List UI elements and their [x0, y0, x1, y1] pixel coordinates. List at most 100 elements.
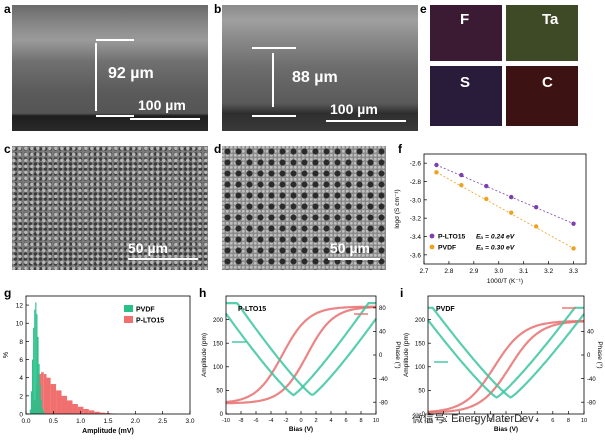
g-y-tick-label: 6: [19, 357, 23, 364]
g-bar-plto15: [61, 395, 67, 414]
g-x-axis-label: Amplitude (mV): [82, 428, 134, 435]
f-y-tick-label: -3.6: [410, 252, 422, 259]
h-phase-loop-forward: [225, 305, 376, 404]
i-x-tick-label: -10: [424, 418, 432, 424]
eds-label-ta: Ta: [542, 11, 559, 28]
f-x-tick-label: 2.7: [419, 268, 428, 275]
f-x-axis-label: 1000/T (K⁻¹): [487, 278, 523, 285]
g-bar-plto15: [50, 384, 57, 414]
h-x-tick-label: -10: [222, 418, 230, 424]
g-bar-plto15: [72, 404, 78, 414]
watermark: 微信号: EnergyMaterDev: [412, 413, 534, 425]
h-x-tick-label: 4: [329, 418, 332, 424]
eds-map-c: C: [506, 66, 578, 126]
g-legend-swatch-1: [124, 316, 133, 323]
g-bar-pvdf: [34, 309, 36, 414]
h-x-tick-label: 0: [299, 418, 302, 424]
g-x-tick-label: 0.5: [49, 418, 58, 425]
i-x-tick-label: 6: [551, 418, 554, 424]
h-y-tick-label: 0: [220, 412, 224, 418]
panel-letter-h: h: [199, 286, 207, 300]
g-bar-plto15: [67, 400, 73, 414]
g-bar-plto15: [43, 374, 47, 414]
g-bar-plto15: [88, 410, 95, 414]
g-bar-pvdf: [32, 359, 34, 414]
h-y-tick-label: 100: [213, 365, 224, 371]
i-y-tick-label: 100: [415, 365, 426, 371]
f-x-tick-label: 3.0: [494, 268, 503, 275]
scale-bar-label-a: 100 µm: [138, 97, 186, 113]
h-x-tick-label: -6: [254, 418, 259, 424]
i-series-label: PVDF: [436, 306, 455, 313]
eds-label-s: S: [460, 74, 471, 91]
eds-label-f: F: [460, 11, 470, 28]
g-bar-plto15: [94, 411, 100, 414]
i-x-tick-label: 2: [520, 418, 523, 424]
f-x-tick-label: 3.3: [569, 268, 578, 275]
f-data-point-0: [509, 194, 514, 200]
g-bar-pvdf: [30, 391, 33, 414]
h-phase-loop-reverse: [226, 306, 377, 405]
chart-g-histogram: 0.0 0.5 1.0 1.5 2.0 2.5 3.0 0 2 4 6 8 10 12 Amplitude …: [3, 295, 195, 435]
g-y-tick-label: 0: [19, 412, 23, 419]
i-plot-frame: [427, 295, 585, 415]
g-y-tick-label: 4: [19, 375, 23, 382]
g-bar-pvdf: [40, 399, 42, 414]
f-data-point-1: [533, 224, 539, 229]
f-data-point-0: [434, 162, 439, 168]
i-y-tick-label: 200: [415, 318, 426, 324]
f-fit-line-0: [436, 164, 574, 225]
thickness-label-a: 92 µm: [108, 65, 154, 82]
g-bar-plto15: [99, 412, 106, 414]
f-legend-marker-0: [429, 233, 435, 239]
g-bar-pvdf: [38, 364, 40, 414]
f-data-point-1: [571, 246, 576, 251]
g-legend-name-0: PVDF: [136, 307, 155, 314]
i-y-tick-label: 50: [418, 389, 425, 395]
h-y-tick-label: 150: [213, 341, 224, 347]
g-bar-pvdf: [42, 411, 45, 414]
h-y2-tick-label: 40: [379, 330, 386, 336]
h-y-axis-label: Amplitude (pm): [201, 333, 208, 377]
i-y-tick-label: 0: [422, 412, 426, 418]
g-bar-pvdf: [41, 407, 43, 414]
f-plot-frame: [423, 153, 587, 265]
g-y-tick-label: 12: [16, 303, 24, 310]
i-x-tick-label: -6: [457, 418, 462, 424]
g-bar-pvdf: [29, 409, 31, 414]
i-x-tick-label: -4: [472, 418, 477, 424]
g-bar-pvdf: [44, 413, 46, 414]
h-y2-tick-label: 80: [379, 306, 386, 312]
f-y-tick-label: -3.2: [410, 216, 422, 223]
h-x-tick-label: 6: [344, 418, 347, 424]
i-x-tick-label: 0: [504, 418, 507, 424]
i-x-tick-label: 8: [567, 418, 570, 424]
g-y-tick-label: 2: [19, 393, 23, 400]
h-x-tick-label: -2: [284, 418, 289, 424]
h-x-axis-label: Bias (V): [289, 426, 313, 433]
g-legend-swatch-0: [124, 305, 133, 312]
chart-f-arrhenius: 2.7 2.8 2.9 3.0 3.1 3.2 3.3 -2.6 -2.8 -3.0 -3.2 -3.…: [394, 153, 587, 285]
h-x-tick-label: -4: [269, 418, 274, 424]
panel-letter-d: d: [214, 142, 222, 156]
g-y-axis-label: %: [3, 352, 10, 358]
i-x-axis-label: Bias (V): [494, 426, 518, 433]
h-y2-tick-label: -80: [379, 400, 388, 406]
h-y-tick-label: 200: [213, 318, 224, 324]
g-bar-pvdf: [39, 384, 41, 414]
f-x-tick-label: 2.8: [444, 268, 453, 275]
panel-letter-f: f: [398, 142, 402, 156]
g-y-tick-label: 8: [19, 339, 23, 346]
g-x-tick-label: 1.0: [76, 418, 85, 425]
eds-map-ta: Ta: [506, 5, 578, 61]
f-y-axis-label: logσ (S cm⁻¹): [394, 189, 401, 228]
h-amplitude-loop-forward: [225, 302, 376, 397]
i-y-tick-label: 150: [415, 341, 426, 347]
g-x-tick-label: 2.0: [131, 418, 140, 425]
panel-letter-c: c: [4, 142, 11, 156]
i-y2-tick-label: 40: [587, 330, 594, 336]
eds-map-s: S: [430, 66, 502, 126]
g-bar-plto15: [77, 406, 84, 414]
g-x-tick-label: 3.0: [185, 418, 194, 425]
g-x-tick-label: 1.5: [103, 418, 112, 425]
